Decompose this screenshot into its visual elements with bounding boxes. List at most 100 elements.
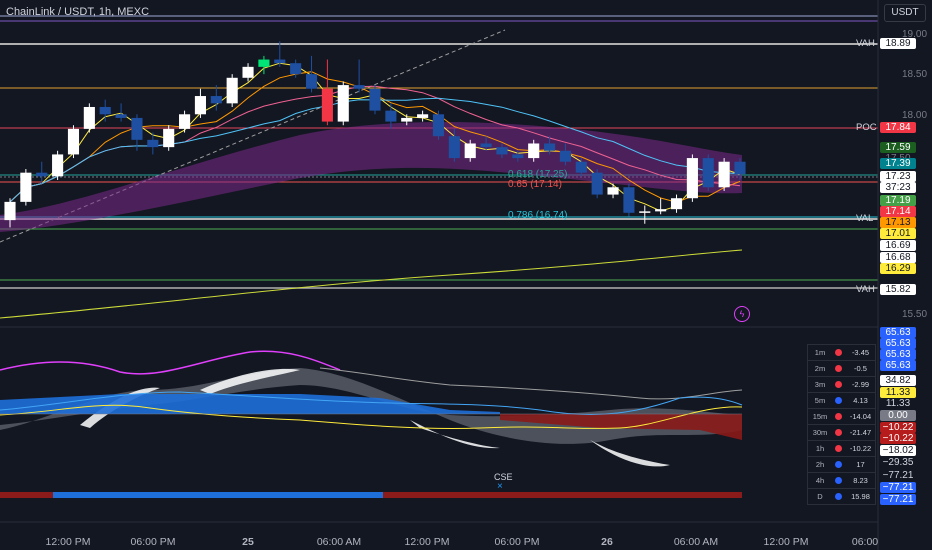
- oscillator-label: 11.33: [880, 398, 916, 409]
- price-tick: 15.50: [902, 309, 928, 320]
- candle-body[interactable]: [99, 106, 111, 115]
- status-dot-icon: [835, 477, 842, 484]
- status-dot-icon: [835, 429, 842, 436]
- oscillator-label: −29.35: [880, 457, 916, 468]
- candle-body[interactable]: [83, 106, 95, 129]
- candle-body[interactable]: [575, 161, 587, 173]
- timeframe-value: -14.04: [849, 412, 872, 421]
- oscillator-label: 65.63: [880, 338, 916, 349]
- candle-body[interactable]: [385, 110, 397, 122]
- oscillator-label: 65.63: [880, 360, 916, 371]
- timeframe-name: 2m: [814, 364, 826, 373]
- signal-bar-red-1: [0, 492, 53, 498]
- candle-body[interactable]: [321, 88, 333, 122]
- candle-body[interactable]: [607, 187, 619, 195]
- candle-body[interactable]: [464, 143, 476, 159]
- signal-bar-blue-1: [53, 492, 383, 498]
- oscillator-label: 34.82: [880, 375, 916, 386]
- price-label: 16.69: [880, 240, 916, 251]
- candle-body[interactable]: [639, 211, 651, 213]
- candle-body[interactable]: [544, 143, 556, 151]
- oscillator-label: −18.02: [880, 445, 916, 456]
- price-tick: 18.00: [902, 110, 928, 121]
- lightning-icon[interactable]: ϟ: [734, 306, 750, 322]
- oscillator-label: 65.63: [880, 349, 916, 360]
- candle-body[interactable]: [591, 172, 603, 195]
- candle-body[interactable]: [115, 114, 127, 118]
- symbol-title[interactable]: ChainLink / USDT, 1h, MEXC: [6, 6, 150, 18]
- candle-body[interactable]: [353, 85, 365, 89]
- price-label: 16.29: [880, 263, 916, 274]
- timeframe-row: 1m -3.45: [808, 345, 875, 361]
- status-dot-icon: [835, 381, 842, 388]
- timeframe-value: 15.98: [851, 492, 870, 501]
- candle-body[interactable]: [448, 136, 460, 159]
- candle-body[interactable]: [131, 117, 143, 140]
- price-label: 16.68: [880, 252, 916, 263]
- fib-786-label: 0.786 (16.74): [508, 210, 568, 221]
- candle-body[interactable]: [67, 128, 80, 155]
- oscillator-label: −77.21: [880, 470, 916, 481]
- candle-body[interactable]: [512, 154, 524, 159]
- candle-body[interactable]: [179, 114, 191, 129]
- cse-cross-icon: ×: [497, 481, 503, 492]
- candle-body[interactable]: [337, 85, 349, 122]
- oscillator-label: 65.63: [880, 327, 916, 338]
- candle-body[interactable]: [559, 150, 571, 162]
- candle-body[interactable]: [670, 198, 683, 210]
- timeframe-name: 4h: [815, 476, 825, 485]
- candle-body[interactable]: [369, 88, 381, 111]
- timeframe-name: 15m: [812, 412, 828, 421]
- candle-body[interactable]: [210, 96, 222, 104]
- price-tick: 19.00: [902, 29, 928, 40]
- timeframe-table: 1m -3.45 2m -0.5 3m -2.99 5m 4.13 15m -14.04 30m -2…: [807, 344, 876, 505]
- timeframe-name: 2h: [815, 460, 825, 469]
- price-label: 37:23: [880, 182, 916, 193]
- candle-body[interactable]: [686, 158, 698, 199]
- status-dot-icon: [835, 461, 842, 468]
- wave-fill-gray: [0, 368, 742, 444]
- candle-body[interactable]: [655, 209, 667, 212]
- oscillator-label: 11.33: [880, 387, 916, 398]
- timeframe-value: -21.47: [849, 428, 872, 437]
- candle-body[interactable]: [52, 154, 64, 177]
- oscillator-label: −77.21: [880, 482, 916, 493]
- candle-body[interactable]: [36, 172, 48, 177]
- candle-body[interactable]: [290, 63, 302, 75]
- timeframe-row: 1h -10.22: [808, 441, 875, 457]
- timeframe-row: 2m -0.5: [808, 361, 875, 377]
- candle-body[interactable]: [401, 117, 413, 122]
- candle-body[interactable]: [226, 77, 238, 104]
- candle-body[interactable]: [432, 114, 445, 137]
- timeframe-row: 2h 17: [808, 457, 875, 473]
- candle-body[interactable]: [417, 114, 429, 118]
- candle-body[interactable]: [623, 187, 635, 213]
- candle-body[interactable]: [734, 161, 746, 175]
- candle-body[interactable]: [274, 59, 286, 64]
- candlestick-series: [4, 41, 746, 228]
- oscillator-label: −77.21: [880, 494, 916, 505]
- candle-body[interactable]: [163, 128, 175, 148]
- candle-body[interactable]: [528, 143, 540, 159]
- candle-body[interactable]: [4, 201, 16, 221]
- candle-body[interactable]: [496, 147, 508, 155]
- timeframe-name: 1m: [814, 348, 826, 357]
- candle-body[interactable]: [718, 161, 730, 188]
- signal-bar-red-3: [533, 492, 742, 498]
- candle-body[interactable]: [702, 158, 714, 188]
- candle-body[interactable]: [258, 59, 270, 67]
- currency-button[interactable]: USDT: [884, 4, 926, 22]
- candle-body[interactable]: [480, 143, 492, 148]
- candle-body[interactable]: [147, 139, 159, 148]
- slow-ma-line: [0, 249, 743, 319]
- price-label: 18.89: [880, 38, 916, 49]
- magenta-line: [0, 350, 341, 375]
- candle-body[interactable]: [305, 74, 318, 89]
- candle-body[interactable]: [194, 96, 206, 115]
- fib-618-label: 0.618 (17.25): [508, 169, 568, 180]
- candle-body[interactable]: [242, 66, 254, 78]
- status-dot-icon: [835, 397, 842, 404]
- candle-body[interactable]: [20, 172, 32, 202]
- timeframe-row: 30m -21.47: [808, 425, 875, 441]
